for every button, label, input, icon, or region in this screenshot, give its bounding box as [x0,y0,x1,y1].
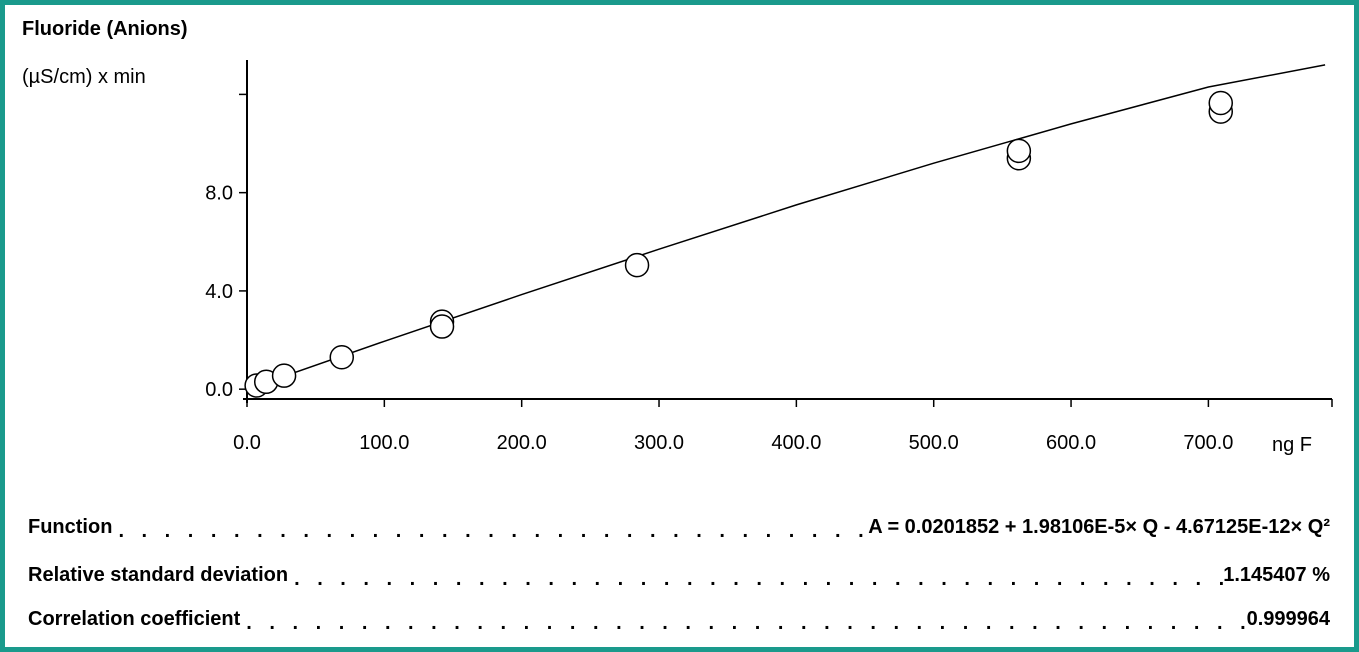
leader-dots: . . . . . . . . . . . . . . . . . . . . … [246,611,1246,634]
data-point [329,344,355,370]
chart-title: Fluoride (Anions) [22,18,188,40]
x-tick-label: 300.0 [634,432,684,454]
x-tick-label: 700.0 [1183,432,1233,454]
rsd-row: Relative standard deviation . . . . . . … [28,560,1330,590]
x-tick-label: 500.0 [909,432,959,454]
x-tick-label: 200.0 [497,432,547,454]
rsd-value: 1.145407 % [1223,563,1330,586]
leader-dots: . . . . . . . . . . . . . . . . . . . . … [118,519,868,542]
y-tick-label: 8.0 [205,183,233,205]
y-axis-unit-label: (µS/cm) x min [22,66,146,88]
data-point [624,252,650,278]
y-tick-label: 0.0 [205,379,233,401]
y-tick-label: 4.0 [205,281,233,303]
function-label: Function [28,515,113,538]
x-tick-label: 100.0 [359,432,409,454]
correlation-label: Correlation coefficient [28,607,241,630]
calibration-curve [246,64,1326,390]
x-tick-label: 600.0 [1046,432,1096,454]
data-point [271,363,297,388]
data-point [429,314,455,339]
function-value: A = 0.0201852 + 1.98106E-5× Q - 4.67125E… [868,515,1330,538]
function-row: Function . . . . . . . . . . . . . . . .… [28,512,1330,542]
rsd-label: Relative standard deviation [28,563,289,586]
x-axis-unit-label: ng F [1272,434,1313,456]
x-tick-label: 400.0 [771,432,821,454]
data-point [1208,90,1234,116]
correlation-row: Correlation coefficient . . . . . . . . … [28,604,1330,634]
correlation-value: 0.999964 [1246,607,1330,630]
x-tick-label: 0.0 [233,432,261,454]
data-point [1006,138,1032,164]
leader-dots: . . . . . . . . . . . . . . . . . . . . … [294,567,1223,590]
